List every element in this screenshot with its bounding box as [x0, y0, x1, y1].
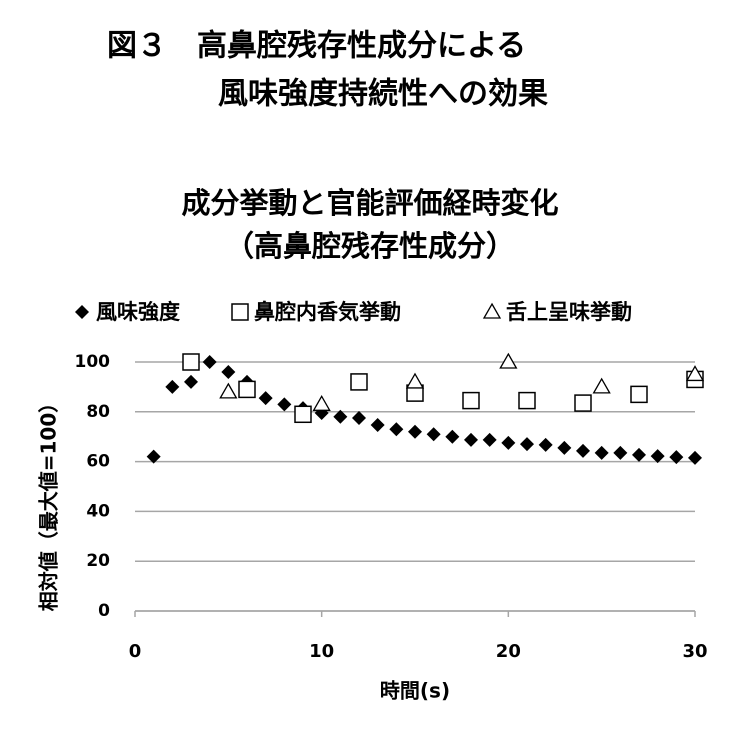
square-marker [462, 391, 480, 410]
diamond-marker [165, 379, 180, 394]
diamond-marker [146, 449, 161, 464]
x-axis-label: 時間(s) [380, 679, 450, 703]
diamond-marker [632, 447, 646, 462]
diamond-marker [277, 397, 292, 412]
square-marker [574, 394, 592, 412]
x-tick-label: 30 [682, 641, 707, 662]
triangle-marker [219, 382, 238, 399]
diamond-marker [221, 364, 236, 379]
legend-label: 風味強度 [96, 300, 180, 324]
diamond-marker [464, 432, 478, 447]
y-axis-label: 相対値（最大値=100） [37, 393, 61, 612]
diamond-marker [445, 429, 460, 444]
diamond-marker [426, 427, 441, 442]
triangle-marker [312, 395, 331, 411]
x-tick-label: 0 [129, 641, 142, 662]
chart-title: （高鼻腔残存性成分） [225, 229, 515, 263]
diamond-marker [613, 445, 628, 460]
square-marker [630, 385, 648, 404]
legend-label: 舌上呈味挙動 [506, 300, 632, 324]
y-tick-label: 0 [98, 601, 110, 621]
y-tick-label: 100 [75, 352, 111, 372]
chart-title: 成分挙動と官能評価経時変化 [181, 186, 558, 220]
square-marker [518, 391, 536, 410]
triangle-marker [592, 377, 611, 394]
triangle-marker [405, 372, 425, 389]
diamond-marker [370, 417, 385, 432]
diamond-marker [184, 374, 198, 389]
diamond-marker [594, 445, 609, 460]
x-tick-label: 20 [496, 641, 521, 662]
square-marker [231, 303, 249, 321]
square-marker [182, 353, 200, 371]
diamond-marker [650, 449, 665, 464]
diamond-marker [501, 435, 516, 450]
figure-title: 図３ 高鼻腔残存性成分による [107, 29, 526, 64]
diamond-marker [333, 409, 348, 424]
diamond-marker [75, 305, 89, 319]
diamond-marker [557, 440, 572, 455]
diamond-marker [202, 355, 217, 369]
square-marker [238, 380, 256, 399]
y-tick-label: 80 [86, 402, 110, 422]
diamond-marker [576, 443, 590, 458]
diamond-marker [520, 437, 534, 452]
diamond-marker [389, 422, 404, 437]
triangle-marker [482, 302, 502, 319]
diamond-marker [352, 411, 366, 426]
diamond-marker [258, 391, 273, 406]
diamond-marker [538, 437, 553, 452]
diamond-marker [482, 432, 497, 447]
triangle-marker [499, 352, 518, 369]
figure-title: 風味強度持続性への効果 [218, 77, 548, 112]
triangle-marker [685, 365, 705, 382]
square-marker [294, 405, 312, 424]
y-tick-label: 60 [86, 452, 110, 472]
y-tick-label: 20 [86, 551, 110, 571]
legend-label: 鼻腔内香気挙動 [254, 300, 401, 324]
y-tick-label: 40 [86, 501, 110, 521]
diamond-marker [688, 450, 702, 465]
square-marker [350, 373, 368, 391]
diamond-marker [669, 450, 684, 465]
x-tick-label: 10 [309, 641, 334, 662]
diamond-marker [408, 424, 422, 439]
